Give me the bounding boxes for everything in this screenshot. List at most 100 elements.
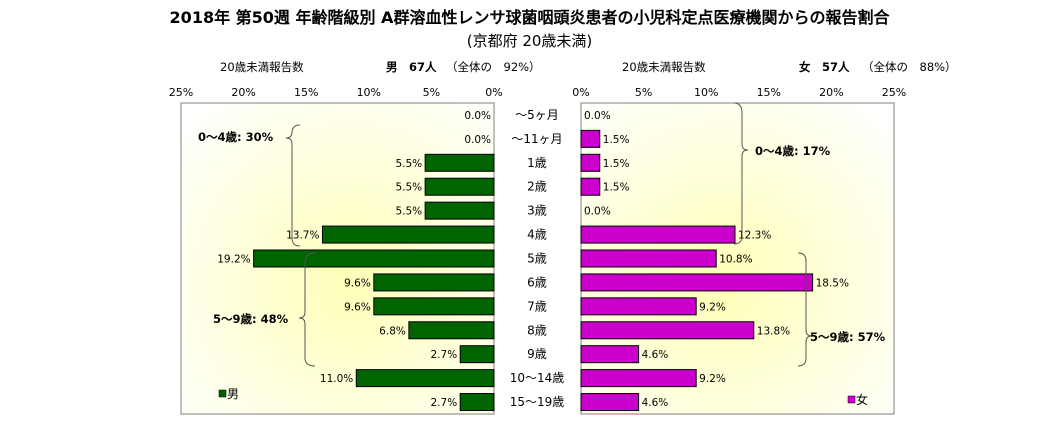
male-bar-5 <box>321 225 495 244</box>
female-header-count: 女 57人 <box>799 60 850 74</box>
category-label-6: 5歳 <box>527 252 547 266</box>
female-bar-9 <box>580 321 755 340</box>
female-legend-label: 女 <box>856 392 868 407</box>
female-data-label-2: 1.5% <box>603 158 630 170</box>
female-bar-3 <box>580 177 601 196</box>
female-data-label-5: 12.3% <box>738 230 771 242</box>
female-data-label-0: 0.0% <box>584 110 611 122</box>
female-bar-2 <box>580 153 601 172</box>
male-bar-2 <box>424 153 495 172</box>
female-header-label: 20歳未満報告数 <box>622 60 706 74</box>
male-data-labels: 0.0% 0.0% 5.5% 5.5% 5.5% 13.7% 19.2% 9.6% 9.6% 6.… <box>217 110 491 409</box>
male-data-label-5: 13.7% <box>286 230 319 242</box>
category-label-7: 6歳 <box>527 275 547 289</box>
male-data-label-12: 2.7% <box>431 397 458 409</box>
chart-subtitle: (京都府 20歳未満) <box>466 32 593 50</box>
female-axis-tick-5: 25% <box>882 86 906 99</box>
male-axis-tick-0: 0% <box>485 86 502 99</box>
category-label-5: 4歳 <box>527 228 547 242</box>
female-bar-12 <box>580 393 640 412</box>
female-bar-5 <box>580 225 736 244</box>
category-label-12: 15～19歳 <box>510 395 565 409</box>
female-bar-10 <box>580 345 640 364</box>
male-group-5-9-label: 5～9歳: 48% <box>213 312 289 326</box>
female-data-label-7: 18.5% <box>816 277 849 289</box>
male-header-count: 男 67人 <box>386 60 437 74</box>
female-data-label-1: 1.5% <box>603 134 630 146</box>
female-bar-8 <box>580 297 697 316</box>
female-bar-6 <box>580 249 717 268</box>
female-axis-tick-1: 5% <box>635 86 652 99</box>
female-bar-7 <box>580 273 814 292</box>
female-data-label-11: 9.2% <box>699 373 726 385</box>
category-label-10: 9歳 <box>527 347 547 361</box>
female-group-0-4-brace <box>733 102 749 245</box>
female-data-label-4: 0.0% <box>584 206 611 218</box>
female-data-label-9: 13.8% <box>757 325 790 337</box>
female-data-label-12: 4.6% <box>642 397 669 409</box>
male-group-0-4-label: 0～4歳: 30% <box>198 130 274 144</box>
category-label-11: 10～14歳 <box>510 371 565 385</box>
male-bar-10 <box>459 345 495 364</box>
category-label-4: 3歳 <box>527 204 547 218</box>
male-bar-8 <box>373 297 495 316</box>
female-data-label-8: 9.2% <box>699 301 726 313</box>
female-bar-11 <box>580 369 697 388</box>
male-data-label-0: 0.0% <box>464 110 491 122</box>
male-bar-7 <box>373 273 495 292</box>
male-data-label-3: 5.5% <box>395 182 422 194</box>
male-axis-tick-5: 25% <box>169 86 193 99</box>
category-label-2: 1歳 <box>527 156 547 170</box>
female-group-5-9-brace <box>797 252 813 367</box>
male-axis-tick-3: 15% <box>294 86 318 99</box>
male-data-label-9: 6.8% <box>379 325 406 337</box>
male-data-label-8: 9.6% <box>344 301 371 313</box>
male-bar-4 <box>424 201 495 220</box>
category-label-8: 7歳 <box>527 299 547 313</box>
male-legend-label: 男 <box>227 387 239 401</box>
female-group-5-9-label: 5～9歳: 57% <box>810 330 886 344</box>
male-header-label: 20歳未満報告数 <box>220 60 304 74</box>
male-group-0-4-brace <box>285 124 301 247</box>
male-data-label-2: 5.5% <box>395 158 422 170</box>
male-data-label-4: 5.5% <box>395 206 422 218</box>
female-data-label-6: 10.8% <box>719 254 752 266</box>
female-axis-ticks: 0% 5% 10% 15% 20% 25% <box>572 86 906 99</box>
female-axis-tick-2: 10% <box>694 86 718 99</box>
female-data-labels: 0.0% 1.5% 1.5% 1.5% 0.0% 12.3% 10.8% 18.5% 9.2% 1… <box>584 110 849 409</box>
male-header-share: （全体の 92%） <box>446 60 541 74</box>
male-axis-ticks: 0% 5% 10% 15% 20% 25% <box>169 86 503 99</box>
female-series-bars <box>580 129 814 412</box>
male-group-5-9-brace <box>298 252 316 367</box>
male-data-label-6: 19.2% <box>217 254 250 266</box>
male-bar-9 <box>408 321 495 340</box>
category-label-1: ～11ヶ月 <box>511 132 562 146</box>
male-bar-12 <box>459 393 495 412</box>
female-header-share: （全体の 88%） <box>862 60 957 74</box>
male-bar-3 <box>424 177 495 196</box>
male-axis-tick-4: 20% <box>231 86 255 99</box>
male-data-label-7: 9.6% <box>344 277 371 289</box>
male-data-label-10: 2.7% <box>431 349 458 361</box>
female-axis-tick-0: 0% <box>572 86 589 99</box>
female-legend-swatch <box>847 395 856 404</box>
female-data-label-10: 4.6% <box>642 349 669 361</box>
category-label-9: 8歳 <box>527 323 547 337</box>
male-series-bars <box>253 153 495 412</box>
male-axis-tick-2: 10% <box>357 86 381 99</box>
male-data-label-11: 11.0% <box>320 373 353 385</box>
category-label-3: 2歳 <box>527 180 547 194</box>
male-axis-tick-1: 5% <box>423 86 440 99</box>
female-data-label-3: 1.5% <box>603 182 630 194</box>
category-labels: ～5ヶ月 ～11ヶ月 1歳 2歳 3歳 4歳 5歳 6歳 7歳 8歳 9歳 10～14歳 15～19歳 <box>510 108 565 409</box>
male-data-label-1: 0.0% <box>464 134 491 146</box>
female-axis-tick-3: 15% <box>757 86 781 99</box>
female-axis-tick-4: 20% <box>819 86 843 99</box>
male-legend-swatch <box>218 389 227 398</box>
female-group-0-4-label: 0～4歳: 17% <box>755 144 831 158</box>
chart-title: 2018年 第50週 年齢階級別 A群溶血性レンサ球菌咽頭炎患者の小児科定点医療… <box>169 8 890 27</box>
male-bar-11 <box>355 369 495 388</box>
male-bar-6 <box>253 249 495 268</box>
female-bar-1 <box>580 129 601 148</box>
